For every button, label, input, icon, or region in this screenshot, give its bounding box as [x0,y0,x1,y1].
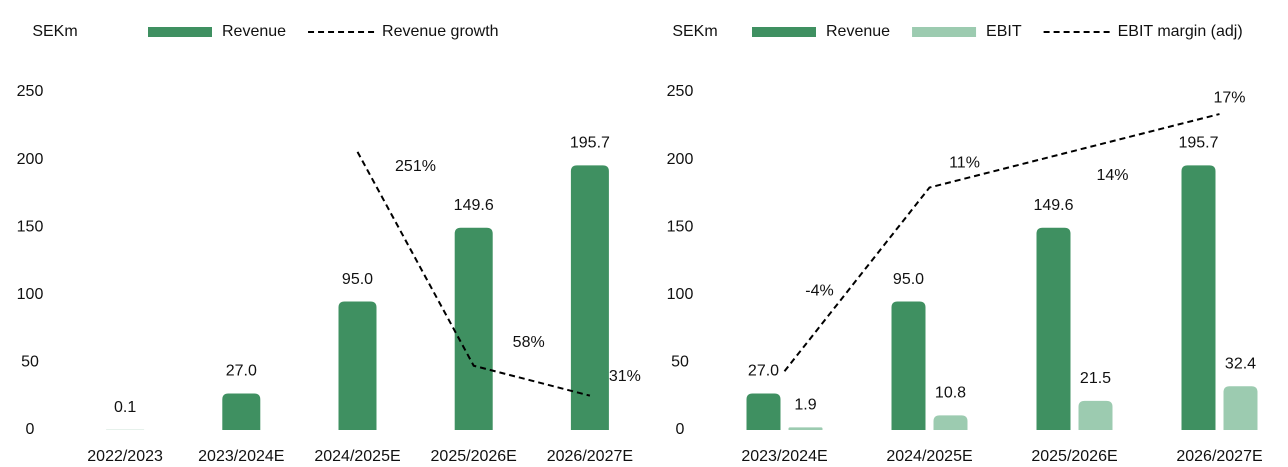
legend-label: Revenue growth [382,23,499,40]
y-tick-label: 150 [17,218,44,235]
bar-value-label: 149.6 [454,197,494,214]
x-tick-label: 2023/2024E [198,448,284,465]
line [783,113,1220,372]
line-value-label: 11% [949,155,980,172]
bar-value-label: 1.9 [794,397,816,414]
bar-value-label: 10.8 [935,385,966,402]
bar-value-label: 95.0 [893,271,924,288]
line-value-label: 251% [395,158,436,175]
bar-value-label: 32.4 [1225,355,1256,372]
line-value-label: 14% [1096,167,1128,184]
bar-value-label: 0.1 [114,399,136,416]
x-tick-label: 2025/2026E [1031,448,1117,465]
legend-label: Revenue [826,23,890,40]
y-tick-label: 50 [671,354,689,371]
bar-value-label: 195.7 [1178,135,1218,152]
legend-label: EBIT margin (adj) [1118,23,1243,40]
y-tick-label: 100 [17,286,44,303]
x-tick-label: 2024/2025E [314,448,400,465]
x-tick-label: 2025/2026E [431,448,517,465]
bar [1223,386,1258,430]
y-tick-label: 100 [667,286,694,303]
bar [788,427,823,430]
y-tick-label: 0 [676,421,685,438]
bar [454,227,493,430]
bar [746,393,781,430]
line [356,151,591,397]
legend-swatch [912,27,977,37]
y-tick-label: 250 [17,83,44,100]
x-tick-label: 2023/2024E [741,448,827,465]
bar-value-label: 149.6 [1033,197,1073,214]
y-axis-unit: SEKm [672,23,717,40]
y-tick-label: 150 [667,218,694,235]
line-value-label: -4% [805,282,833,299]
bar [933,415,968,430]
legend-label: Revenue [222,23,286,40]
bar-value-label: 95.0 [342,271,373,288]
bar-value-label: 27.0 [748,363,779,380]
x-tick-label: 2026/2027E [1176,448,1262,465]
y-tick-label: 250 [667,83,694,100]
y-tick-label: 200 [17,151,44,168]
bar [338,301,377,430]
legend-swatch [752,27,816,37]
bar-value-label: 21.5 [1080,370,1111,387]
y-tick-label: 50 [21,354,39,371]
bar [1036,227,1071,430]
x-tick-label: 2024/2025E [886,448,972,465]
bar [570,165,609,430]
legend-swatch [148,27,212,37]
bar [891,301,926,430]
bar [222,393,261,430]
line-value-label: 17% [1213,89,1245,106]
x-tick-label: 2022/2023 [87,448,163,465]
y-tick-label: 0 [26,421,35,438]
x-tick-label: 2026/2027E [547,448,633,465]
bar-value-label: 195.7 [570,135,610,152]
line-value-label: 31% [609,368,641,385]
y-axis-unit: SEKm [32,23,77,40]
bar [1078,400,1113,430]
bar [1181,165,1216,430]
line-value-label: 58% [513,334,545,351]
legend-label: EBIT [986,23,1022,40]
y-tick-label: 200 [667,151,694,168]
bar-value-label: 27.0 [226,363,257,380]
